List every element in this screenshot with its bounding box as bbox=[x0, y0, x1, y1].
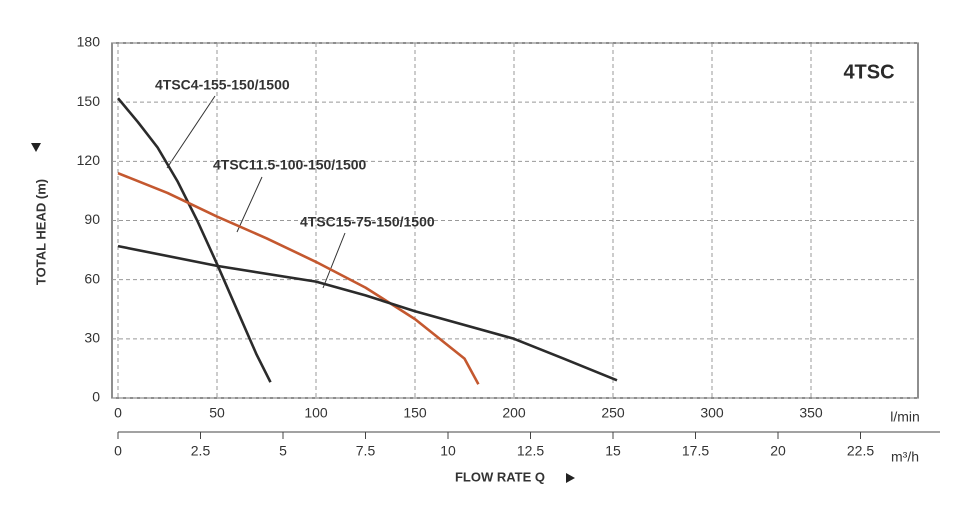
curve bbox=[117, 171, 480, 385]
x2-tick-label: 5 bbox=[279, 443, 287, 459]
x-tick-label: 50 bbox=[209, 405, 225, 421]
y-tick-label: 60 bbox=[84, 270, 100, 286]
x2-tick-label: 22.5 bbox=[847, 443, 874, 459]
x-unit: l/min bbox=[890, 409, 920, 425]
chart-title: 4TSC bbox=[843, 61, 894, 83]
y-tick-label: 150 bbox=[77, 93, 101, 109]
x2-tick-label: 12.5 bbox=[517, 443, 544, 459]
x-tick-label: 350 bbox=[799, 405, 823, 421]
y-tick-label: 120 bbox=[77, 152, 101, 168]
leader-line bbox=[322, 232, 346, 289]
x-axis-label: FLOW RATE Q bbox=[455, 469, 545, 484]
leader-line bbox=[166, 95, 216, 169]
x2-tick-label: 0 bbox=[114, 443, 122, 459]
y-axis-label: TOTAL HEAD (m) bbox=[33, 179, 48, 285]
y-tick-label: 180 bbox=[77, 34, 101, 50]
x-tick-label: 250 bbox=[601, 405, 625, 421]
x2-unit: m³/h bbox=[891, 449, 919, 465]
x-tick-label: 100 bbox=[304, 405, 328, 421]
y-arrow bbox=[31, 143, 41, 152]
leader-line bbox=[236, 176, 263, 233]
curve bbox=[117, 244, 618, 382]
x-tick-label: 300 bbox=[700, 405, 724, 421]
x2-tick-label: 17.5 bbox=[682, 443, 709, 459]
y-tick-label: 0 bbox=[92, 389, 100, 405]
x-tick-label: 150 bbox=[403, 405, 427, 421]
x2-tick-label: 2.5 bbox=[191, 443, 211, 459]
curve bbox=[117, 97, 272, 383]
curve-label: 4TSC4-155-150/1500 bbox=[155, 77, 290, 93]
x2-tick-label: 7.5 bbox=[356, 443, 376, 459]
curve-label: 4TSC15-75-150/1500 bbox=[300, 214, 435, 230]
curve-label: 4TSC11.5-100-150/1500 bbox=[213, 157, 367, 173]
x2-tick-label: 15 bbox=[605, 443, 621, 459]
y-tick-label: 90 bbox=[84, 211, 100, 227]
x2-tick-label: 10 bbox=[440, 443, 456, 459]
x-arrow bbox=[566, 473, 575, 483]
x-tick-label: 0 bbox=[114, 405, 122, 421]
x2-tick-label: 20 bbox=[770, 443, 786, 459]
y-tick-label: 30 bbox=[84, 330, 100, 346]
x-tick-label: 200 bbox=[502, 405, 526, 421]
